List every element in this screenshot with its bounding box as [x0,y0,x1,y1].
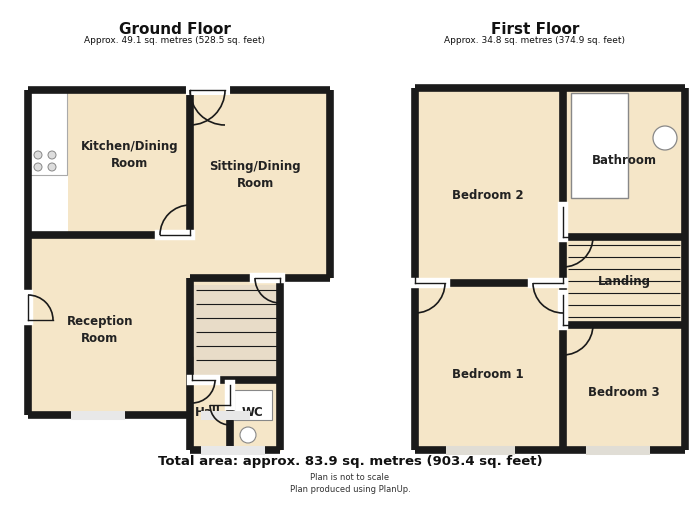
Polygon shape [28,90,330,450]
Bar [563,237,685,325]
Bar [415,283,563,450]
Circle shape [653,126,677,150]
Text: Approx. 49.1 sq. metres (528.5 sq. feet): Approx. 49.1 sq. metres (528.5 sq. feet) [85,36,265,45]
Text: Bathroom: Bathroom [592,154,657,166]
Text: Bedroom 2: Bedroom 2 [452,188,524,202]
Text: Landing: Landing [598,275,650,289]
Text: Total area: approx. 83.9 sq. metres (903.4 sq. feet): Total area: approx. 83.9 sq. metres (903… [158,456,542,468]
Bar [194,285,278,380]
Text: Reception
Room: Reception Room [66,315,133,345]
Bar [234,390,272,420]
Text: Bedroom 1: Bedroom 1 [452,369,524,382]
Text: Kitchen/Dining
Room: Kitchen/Dining Room [81,140,178,170]
Text: Plan produced using PlanUp.: Plan produced using PlanUp. [290,485,410,494]
Text: First Floor: First Floor [491,22,579,37]
Circle shape [34,151,42,159]
Text: Sitting/Dining
Room: Sitting/Dining Room [209,160,301,190]
Bar [563,88,685,237]
Text: Ground Floor: Ground Floor [119,22,231,37]
Circle shape [48,151,56,159]
Text: Approx. 34.8 sq. metres (374.9 sq. feet): Approx. 34.8 sq. metres (374.9 sq. feet) [444,36,626,45]
Text: WC: WC [242,407,264,419]
Bar [563,325,685,450]
Text: Hall: Hall [195,407,221,419]
Bar [30,92,67,175]
Circle shape [34,163,42,171]
Bar [28,90,68,235]
Text: Plan is not to scale: Plan is not to scale [310,472,390,482]
Circle shape [240,427,256,443]
Bar [571,93,628,198]
Bar [415,88,563,283]
Text: Bedroom 3: Bedroom 3 [588,386,660,400]
Circle shape [48,163,56,171]
